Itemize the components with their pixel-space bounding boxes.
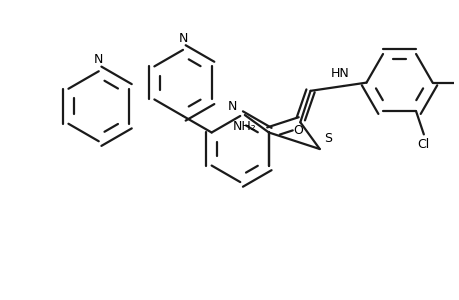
Text: N: N xyxy=(94,53,103,66)
Text: S: S xyxy=(324,132,332,145)
Text: N: N xyxy=(178,32,187,45)
Text: Cl: Cl xyxy=(417,138,429,151)
Text: NH₂: NH₂ xyxy=(232,120,256,133)
Text: O: O xyxy=(292,124,302,137)
Text: N: N xyxy=(227,100,237,113)
Text: HN: HN xyxy=(330,67,348,80)
